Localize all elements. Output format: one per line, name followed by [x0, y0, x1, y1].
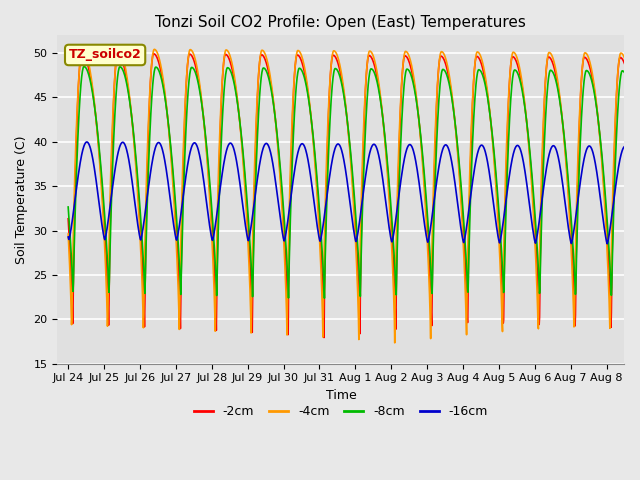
Y-axis label: Soil Temperature (C): Soil Temperature (C)	[15, 135, 28, 264]
-16cm	[175, 226, 183, 231]
-8cm	[548, 68, 556, 73]
-8cm	[164, 121, 172, 127]
-16cm	[486, 170, 493, 176]
-4cm	[621, 55, 628, 61]
-2cm	[65, 216, 72, 222]
-2cm	[320, 335, 328, 340]
-4cm	[79, 46, 86, 52]
Title: Tonzi Soil CO2 Profile: Open (East) Temperatures: Tonzi Soil CO2 Profile: Open (East) Temp…	[156, 15, 526, 30]
-16cm	[65, 234, 72, 240]
-2cm	[276, 161, 284, 167]
-2cm	[164, 122, 172, 128]
Line: -16cm: -16cm	[68, 142, 625, 244]
-4cm	[225, 50, 233, 56]
Line: -4cm: -4cm	[68, 49, 625, 343]
-4cm	[391, 340, 399, 346]
-2cm	[621, 60, 628, 66]
Line: -8cm: -8cm	[68, 67, 625, 298]
-8cm	[80, 64, 88, 70]
-16cm	[547, 145, 555, 151]
-8cm	[65, 204, 72, 210]
-4cm	[65, 231, 72, 237]
-8cm	[225, 66, 233, 72]
-16cm	[604, 241, 611, 247]
-16cm	[83, 139, 91, 145]
-16cm	[164, 182, 172, 188]
-4cm	[276, 167, 284, 173]
-8cm	[621, 70, 628, 75]
Text: TZ_soilco2: TZ_soilco2	[68, 48, 141, 61]
-2cm	[486, 110, 493, 116]
Legend: -2cm, -4cm, -8cm, -16cm: -2cm, -4cm, -8cm, -16cm	[189, 400, 493, 423]
X-axis label: Time: Time	[326, 389, 356, 402]
-16cm	[225, 141, 233, 147]
-4cm	[164, 123, 172, 129]
-2cm	[175, 276, 183, 282]
-2cm	[78, 50, 86, 56]
-2cm	[548, 57, 556, 63]
-4cm	[175, 310, 183, 315]
-8cm	[321, 295, 328, 301]
-8cm	[276, 156, 284, 162]
-2cm	[225, 56, 233, 61]
-16cm	[621, 144, 628, 149]
-16cm	[276, 210, 284, 216]
-8cm	[486, 110, 493, 116]
-4cm	[486, 108, 493, 114]
-4cm	[548, 52, 556, 58]
-8cm	[175, 252, 183, 258]
Line: -2cm: -2cm	[68, 53, 625, 337]
